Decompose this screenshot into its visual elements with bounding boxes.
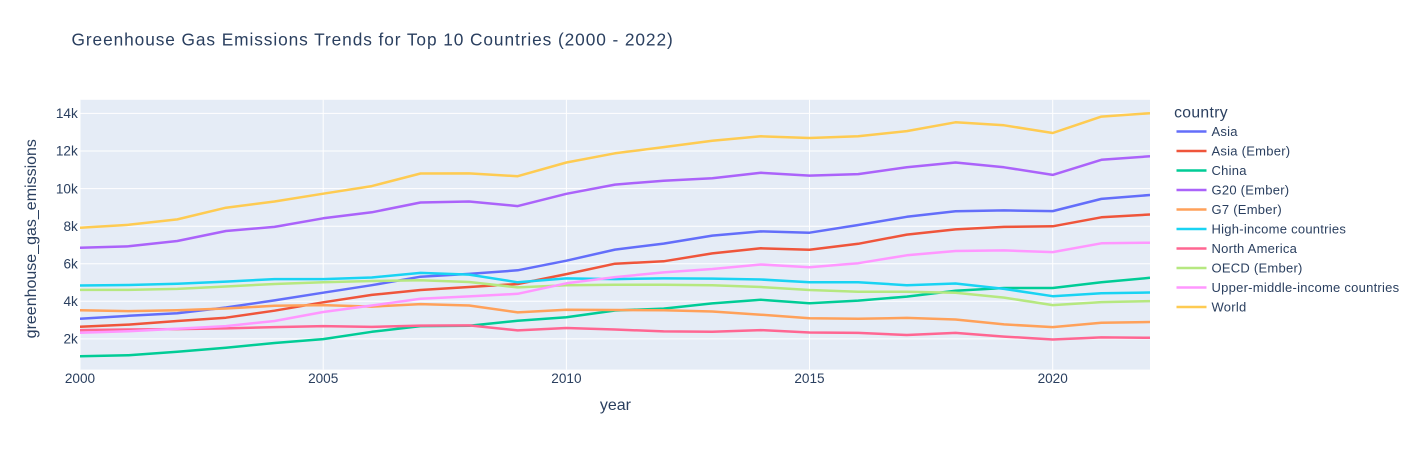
svg-text:4k: 4k: [63, 294, 78, 309]
svg-text:China: China: [1212, 163, 1248, 178]
svg-text:Greenhouse Gas Emissions Trend: Greenhouse Gas Emissions Trends for Top …: [72, 30, 674, 50]
svg-text:World: World: [1212, 300, 1247, 315]
svg-text:8k: 8k: [63, 219, 78, 234]
svg-text:2000: 2000: [65, 371, 96, 386]
svg-text:14k: 14k: [56, 106, 78, 121]
svg-text:G20 (Ember): G20 (Ember): [1212, 183, 1290, 198]
svg-text:High-income countries: High-income countries: [1212, 222, 1347, 237]
svg-text:2010: 2010: [551, 371, 582, 386]
svg-text:10k: 10k: [56, 181, 78, 196]
svg-text:12k: 12k: [56, 144, 78, 159]
svg-text:6k: 6k: [63, 256, 78, 271]
svg-text:G7 (Ember): G7 (Ember): [1212, 202, 1282, 217]
svg-text:OECD (Ember): OECD (Ember): [1212, 261, 1303, 276]
svg-text:greenhouse_gas_emissions: greenhouse_gas_emissions: [23, 139, 40, 338]
svg-text:Asia (Ember): Asia (Ember): [1212, 144, 1291, 159]
svg-text:Asia: Asia: [1212, 124, 1239, 139]
svg-text:country: country: [1174, 105, 1228, 122]
svg-text:2015: 2015: [794, 371, 824, 386]
svg-text:North America: North America: [1212, 241, 1298, 256]
svg-text:year: year: [600, 397, 632, 414]
svg-text:2005: 2005: [308, 371, 338, 386]
svg-text:Upper-middle-income countries: Upper-middle-income countries: [1212, 280, 1400, 295]
svg-text:2020: 2020: [1038, 371, 1069, 386]
svg-text:2k: 2k: [63, 332, 78, 347]
